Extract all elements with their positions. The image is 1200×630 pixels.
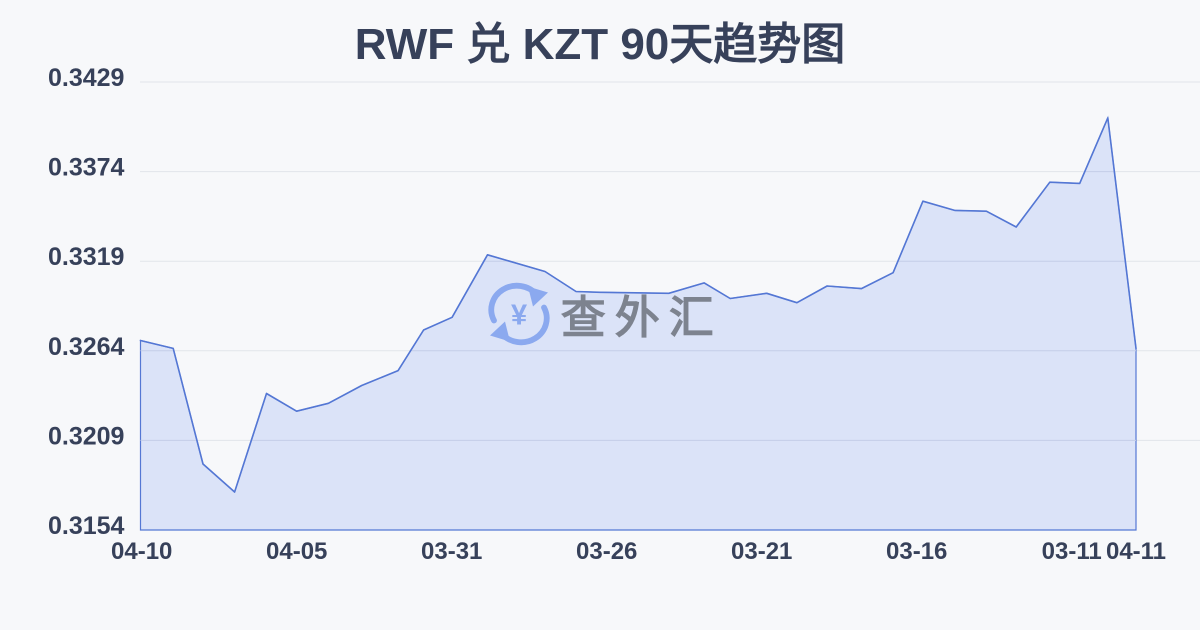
svg-text:04-10: 04-10: [111, 538, 172, 565]
svg-text:0.3209: 0.3209: [48, 422, 124, 450]
svg-text:03-31: 03-31: [421, 538, 482, 565]
svg-text:03-21: 03-21: [731, 538, 792, 565]
svg-text:04-11: 04-11: [1106, 538, 1166, 565]
svg-text:0.3319: 0.3319: [48, 243, 124, 271]
svg-text:0.3264: 0.3264: [48, 333, 125, 361]
svg-text:0.3154: 0.3154: [48, 512, 125, 540]
svg-text:0.3429: 0.3429: [48, 64, 124, 92]
svg-text:查外汇: 查外汇: [561, 292, 723, 343]
svg-text:0.3374: 0.3374: [48, 154, 125, 182]
svg-text:03-11: 03-11: [1042, 538, 1102, 565]
svg-text:03-16: 03-16: [886, 538, 947, 565]
svg-text:04-05: 04-05: [266, 538, 327, 565]
svg-text:¥: ¥: [511, 300, 527, 332]
svg-text:03-26: 03-26: [576, 538, 637, 565]
